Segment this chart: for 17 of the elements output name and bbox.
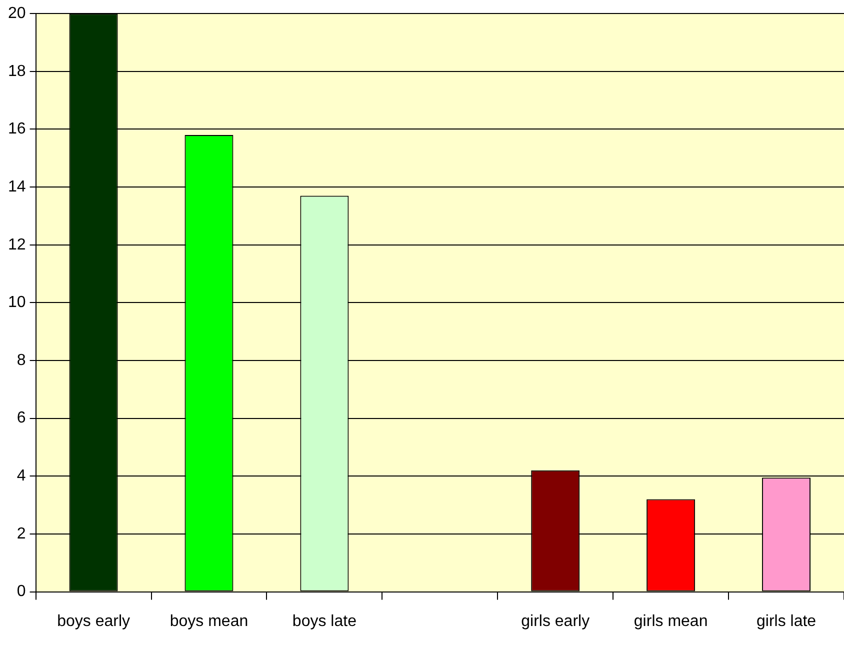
x-tick-label: boys late — [292, 612, 357, 630]
x-tick-label: girls early — [521, 612, 590, 630]
y-tick-label: 4 — [16, 468, 26, 485]
x-tick-label: girls mean — [634, 612, 708, 630]
y-tick-label: 8 — [16, 352, 26, 369]
x-tick-label: boys mean — [170, 612, 248, 630]
x-tick-label: boys early — [57, 612, 130, 630]
y-tick-label: 2 — [16, 525, 26, 542]
y-tick-label: 16 — [8, 120, 26, 138]
y-tick-label: 18 — [8, 62, 26, 80]
y-tick-label: 6 — [16, 410, 26, 427]
y-tick-label: 0 — [16, 583, 26, 600]
y-tick-label: 12 — [8, 236, 26, 254]
y-tick-label: 10 — [8, 294, 26, 312]
x-tick-label: girls late — [756, 612, 816, 630]
y-tick-label: 14 — [8, 178, 26, 196]
y-tick-label: 20 — [8, 5, 26, 22]
